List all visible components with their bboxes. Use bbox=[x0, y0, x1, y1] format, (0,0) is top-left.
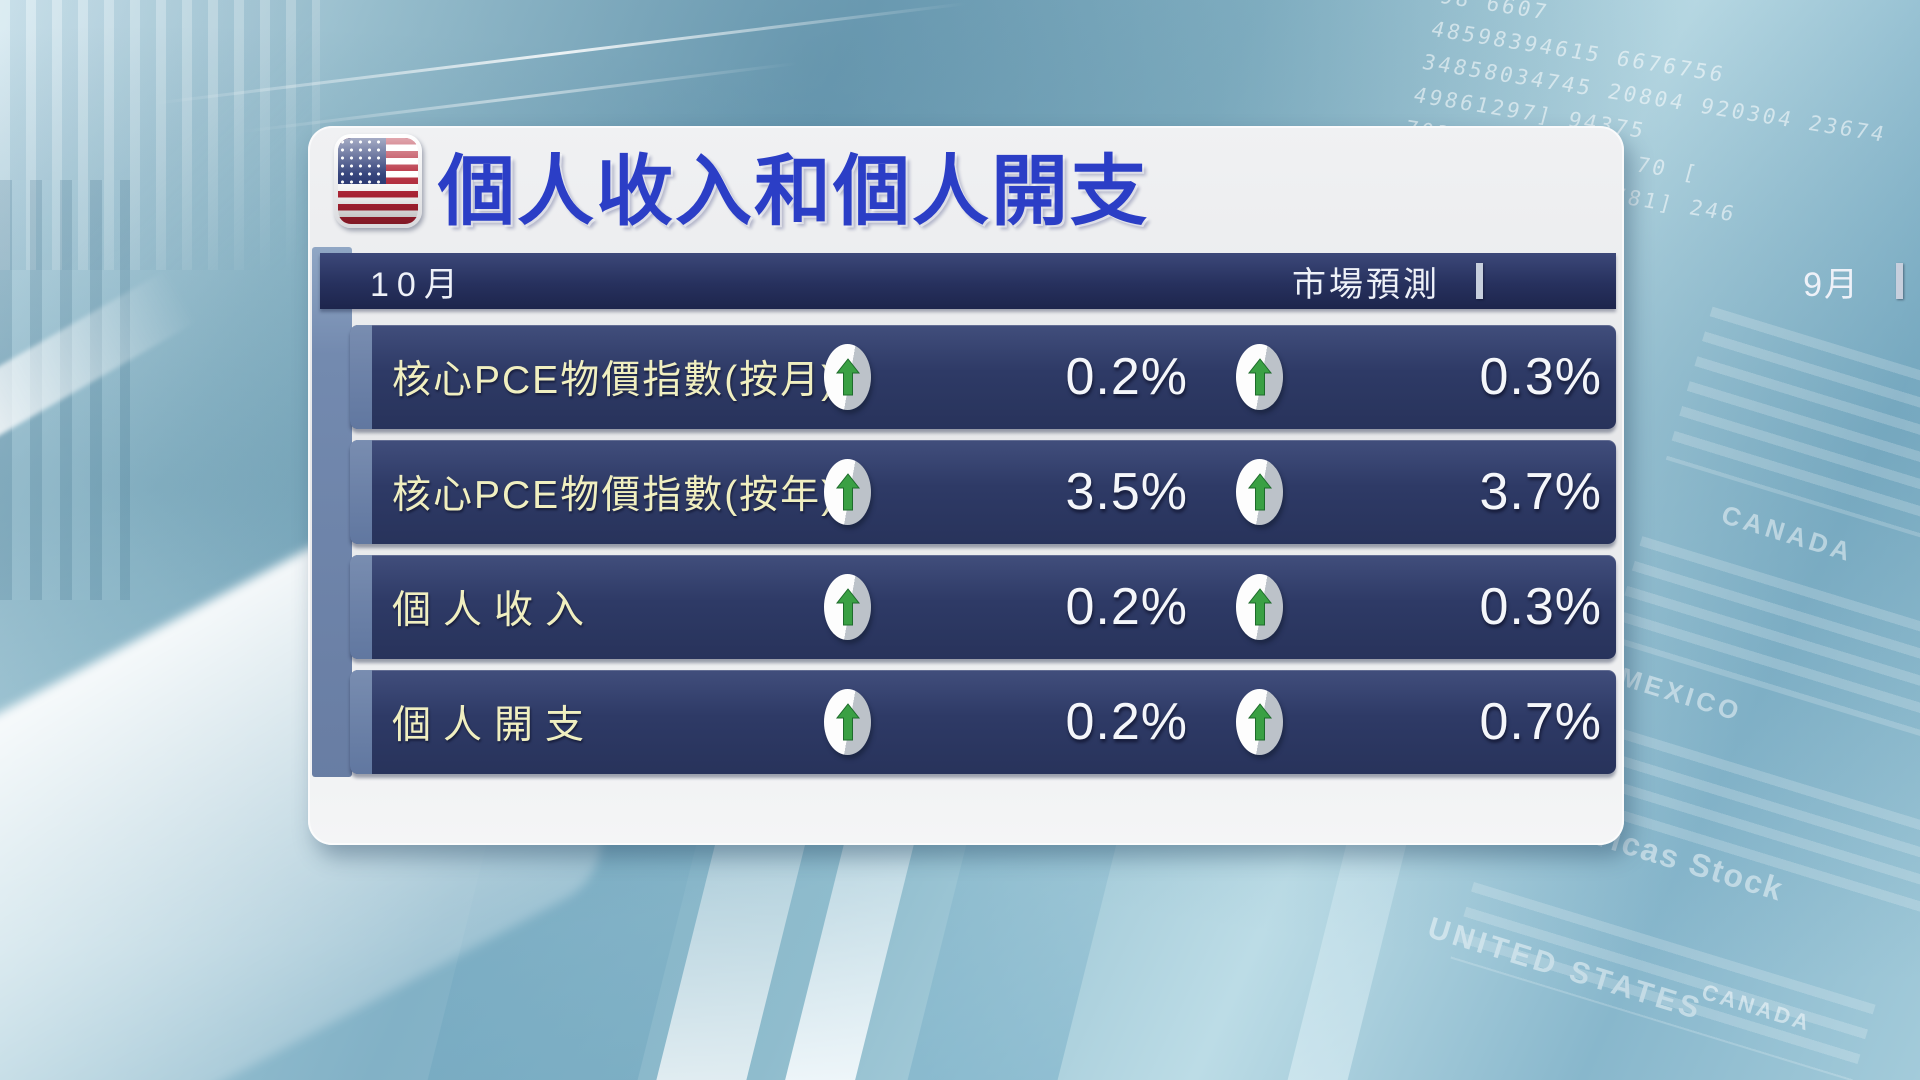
column-header-previous: 9月 bbox=[1803, 265, 1860, 304]
forecast-value: 0.2% bbox=[1065, 578, 1188, 636]
background-faint-text-lines bbox=[1610, 536, 1920, 765]
background-blinds-top-left bbox=[0, 0, 320, 270]
forecast-value: 3.5% bbox=[1065, 463, 1188, 521]
up-arrow-icon bbox=[824, 459, 871, 525]
data-panel: 個人收入和個人開支 10月 市場預測 9月 核心PCE物價指數(按月) 0.2%… bbox=[308, 126, 1903, 845]
table-row: 核心PCE物價指數(按年) 3.5% 3.7% bbox=[350, 440, 1616, 544]
row-label: 核心PCE物價指數(按年) bbox=[392, 474, 837, 517]
forecast-value: 0.2% bbox=[1065, 348, 1188, 406]
up-arrow-icon bbox=[824, 689, 871, 755]
previous-value: 3.7% bbox=[1479, 463, 1602, 521]
page-title: 個人收入和個人開支 bbox=[438, 148, 1149, 235]
table-row: 個人收入 0.2% 0.3% bbox=[350, 555, 1616, 659]
column-header-forecast: 市場預測 bbox=[1292, 265, 1440, 304]
table-header-row: 10月 市場預測 9月 bbox=[320, 253, 1903, 309]
previous-value: 0.7% bbox=[1479, 693, 1602, 751]
row-label: 核心PCE物價指數(按月) bbox=[392, 359, 837, 402]
row-label: 個人收入 bbox=[392, 589, 597, 632]
up-arrow-icon bbox=[1236, 459, 1283, 525]
column-header-period: 10月 bbox=[370, 265, 466, 304]
forecast-value: 0.2% bbox=[1065, 693, 1188, 751]
left-accent-band bbox=[312, 247, 352, 777]
column-divider-tick bbox=[1476, 263, 1483, 299]
previous-value: 0.3% bbox=[1479, 578, 1602, 636]
up-arrow-icon bbox=[824, 574, 871, 640]
column-divider-tick bbox=[1896, 263, 1903, 299]
up-arrow-icon bbox=[1236, 689, 1283, 755]
us-flag-icon bbox=[334, 134, 422, 228]
table-row: 個人開支 0.2% 0.7% bbox=[350, 670, 1616, 774]
previous-value: 0.3% bbox=[1479, 348, 1602, 406]
flag-gloss bbox=[338, 138, 418, 224]
up-arrow-icon bbox=[1236, 344, 1283, 410]
table-row: 核心PCE物價指數(按月) 0.2% 0.3% bbox=[350, 325, 1616, 429]
row-label: 個人開支 bbox=[392, 704, 597, 747]
up-arrow-icon bbox=[1236, 574, 1283, 640]
up-arrow-icon bbox=[824, 344, 871, 410]
